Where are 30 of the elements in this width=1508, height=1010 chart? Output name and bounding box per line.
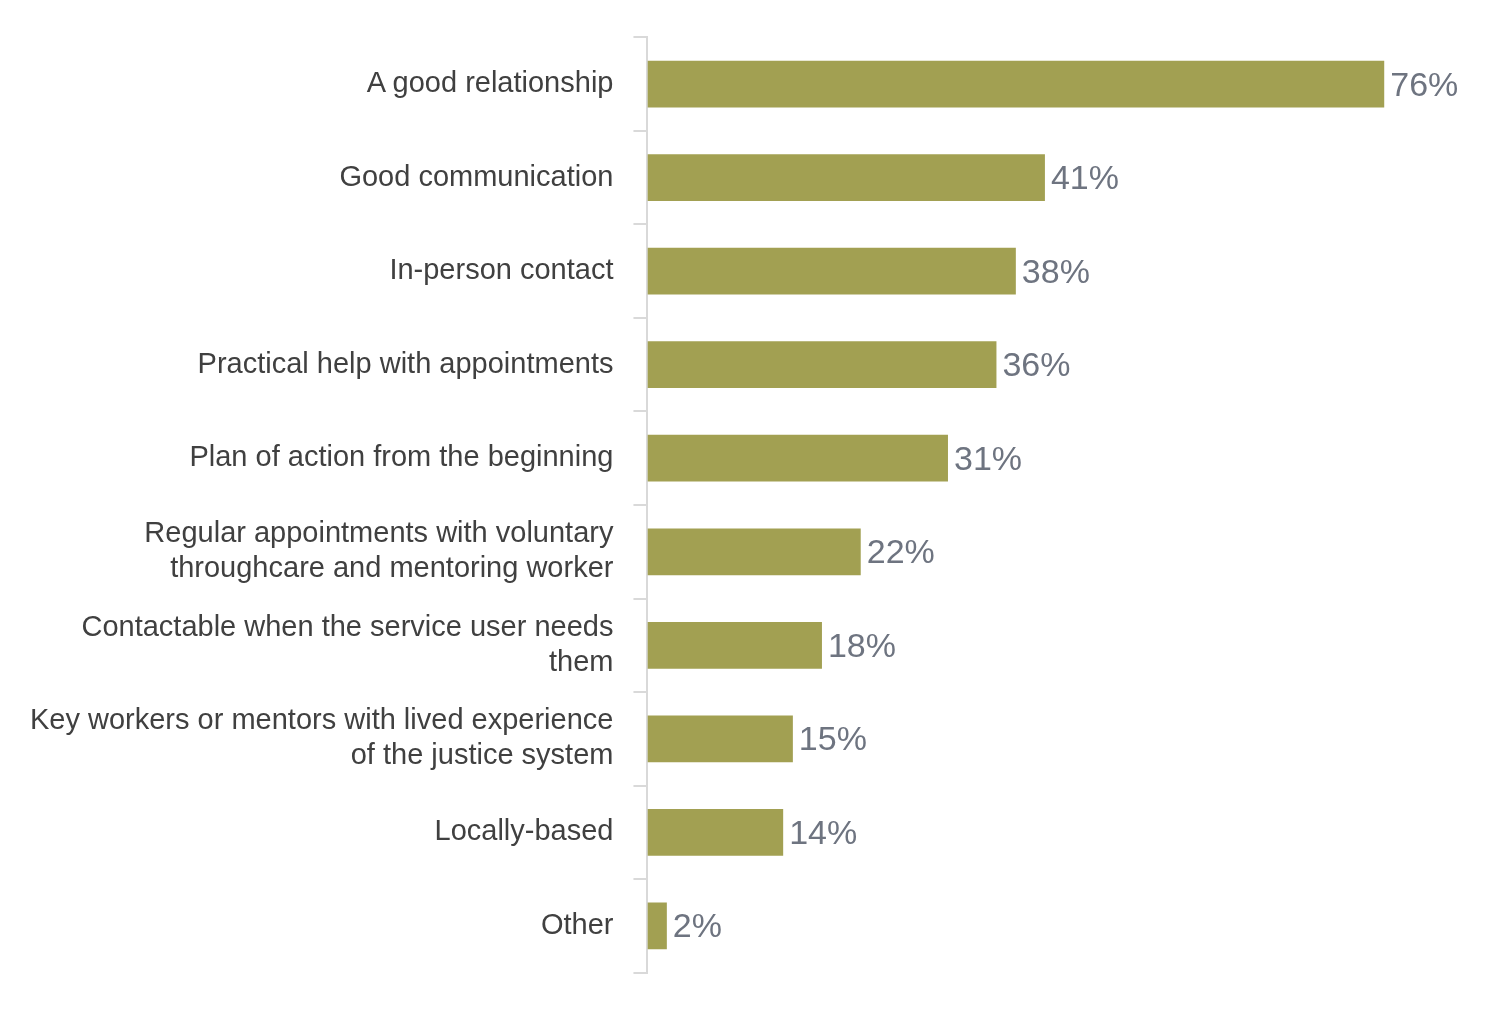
bar — [647, 60, 1385, 108]
data-label: 31% — [953, 438, 1023, 477]
bar — [647, 715, 793, 763]
y-tick-label: Locally-based — [434, 814, 614, 847]
bar — [647, 247, 1016, 295]
data-label: 41% — [1050, 158, 1119, 197]
y-tick-label: Contactable when the service user needs them — [81, 609, 614, 677]
bar — [647, 154, 1045, 202]
y-tick-label: Regular appointments with voluntary throughcare and mentoring worker — [144, 516, 614, 584]
data-label: 14% — [789, 812, 858, 851]
y-tick-label: Other — [540, 907, 614, 940]
y-tick-label: A good relationship — [366, 66, 614, 99]
y-tick-label: Plan of action from the beginning — [189, 440, 614, 473]
data-label: 2% — [672, 906, 722, 945]
data-label: 38% — [1021, 251, 1090, 290]
data-label: 15% — [798, 719, 867, 758]
bar — [647, 621, 822, 669]
bar — [647, 341, 997, 389]
bar — [647, 808, 784, 856]
data-label: 76% — [1390, 64, 1459, 103]
y-tick-label: Practical help with appointments — [197, 346, 614, 379]
bar — [647, 902, 667, 950]
y-tick-label: Good communication — [339, 159, 614, 192]
y-tick-label: In-person contact — [389, 253, 614, 286]
data-label: 18% — [827, 625, 897, 664]
data-label: 22% — [866, 532, 935, 571]
data-label: 36% — [1002, 345, 1071, 384]
bar — [647, 528, 861, 576]
y-tick-label: Key workers or mentors with lived experience of the justice system — [29, 703, 614, 771]
bar — [647, 434, 948, 482]
